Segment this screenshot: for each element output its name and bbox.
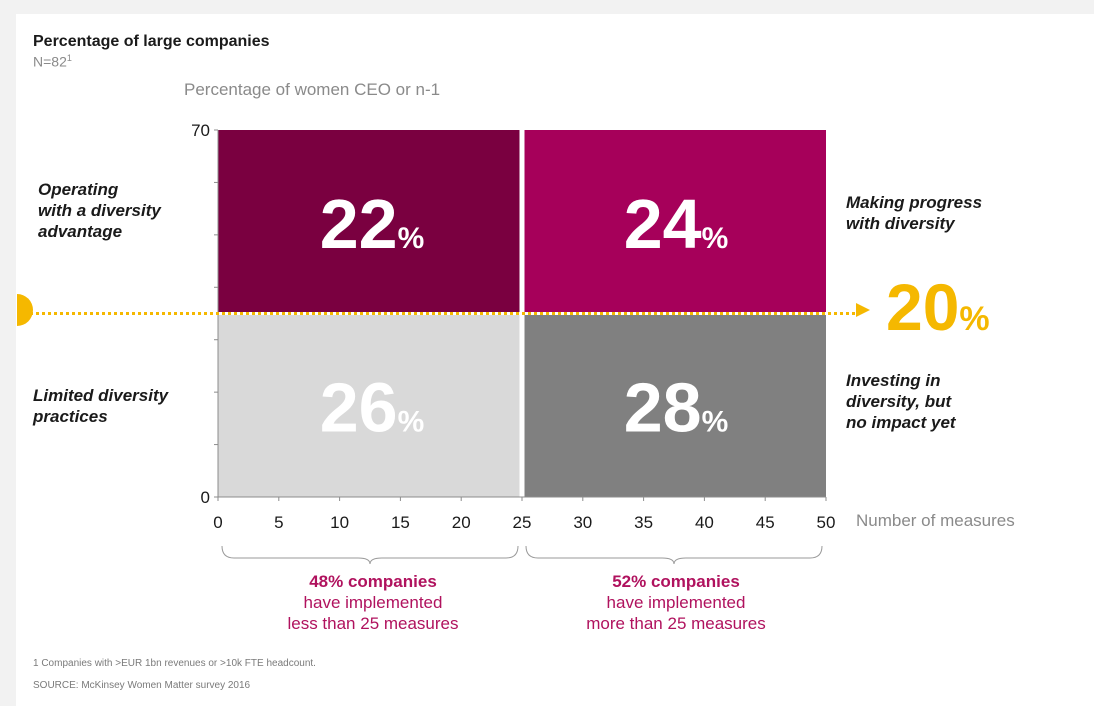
group-left-line1: have implemented — [303, 593, 443, 612]
x-axis-label: Number of measures — [856, 511, 1015, 530]
group-left-text: 48% companies have implemented less than… — [233, 571, 513, 634]
quadrant-value-bottom-right: 28% — [624, 368, 729, 446]
group-right-text: 52% companies have implemented more than… — [536, 571, 816, 634]
label-top-right: Making progress with diversity — [846, 193, 983, 233]
quadrant-top-left — [218, 130, 522, 314]
chart-title: Percentage of large companies — [33, 33, 270, 50]
brace-right — [525, 545, 823, 565]
quadrant-bottom-left — [218, 313, 522, 497]
quadrant-value-top-left: 22% — [320, 185, 425, 263]
x-tick-label: 40 — [695, 513, 714, 532]
x-tick-label: 5 — [274, 513, 283, 532]
label-top-left: Operating with a diversity advantage — [38, 180, 161, 241]
quadrant-value-top-right: 24% — [624, 185, 729, 263]
brace-left — [221, 545, 519, 565]
quadrant-bottom-right — [522, 313, 826, 497]
group-right-headline: 52% companies — [612, 572, 740, 591]
label-bottom-left: Limited diversity practices — [33, 386, 169, 426]
average-value: 20% — [886, 270, 990, 344]
y-axis-label: Percentage of women CEO or n-1 — [184, 80, 441, 99]
x-tick-label: 25 — [513, 513, 532, 532]
source: SOURCE: McKinsey Women Matter survey 201… — [33, 680, 251, 691]
y-tick-label: 70 — [191, 121, 210, 140]
sample-size: N=821 — [33, 53, 72, 70]
x-tick-label: 30 — [573, 513, 592, 532]
quadrant-value-bottom-left: 26% — [320, 368, 425, 446]
quadrant-top-right — [522, 130, 826, 314]
group-left-line2: less than 25 measures — [287, 614, 459, 633]
x-tick-label: 45 — [756, 513, 775, 532]
x-tick-label: 10 — [330, 513, 349, 532]
x-tick-label: 35 — [634, 513, 653, 532]
average-start-marker — [17, 294, 33, 326]
average-arrowhead — [856, 303, 870, 317]
group-left-headline: 48% companies — [309, 572, 437, 591]
y-tick-label: 0 — [201, 488, 210, 507]
x-tick-label: 15 — [391, 513, 410, 532]
group-right-line1: have implemented — [606, 593, 746, 612]
footnote: 1 Companies with >EUR 1bn revenues or >1… — [33, 658, 316, 669]
x-tick-label: 20 — [452, 513, 471, 532]
x-tick-label: 50 — [817, 513, 836, 532]
label-bottom-right: Investing in diversity, but no impact ye… — [846, 371, 956, 432]
group-right-line2: more than 25 measures — [586, 614, 766, 633]
x-tick-label: 0 — [213, 513, 222, 532]
